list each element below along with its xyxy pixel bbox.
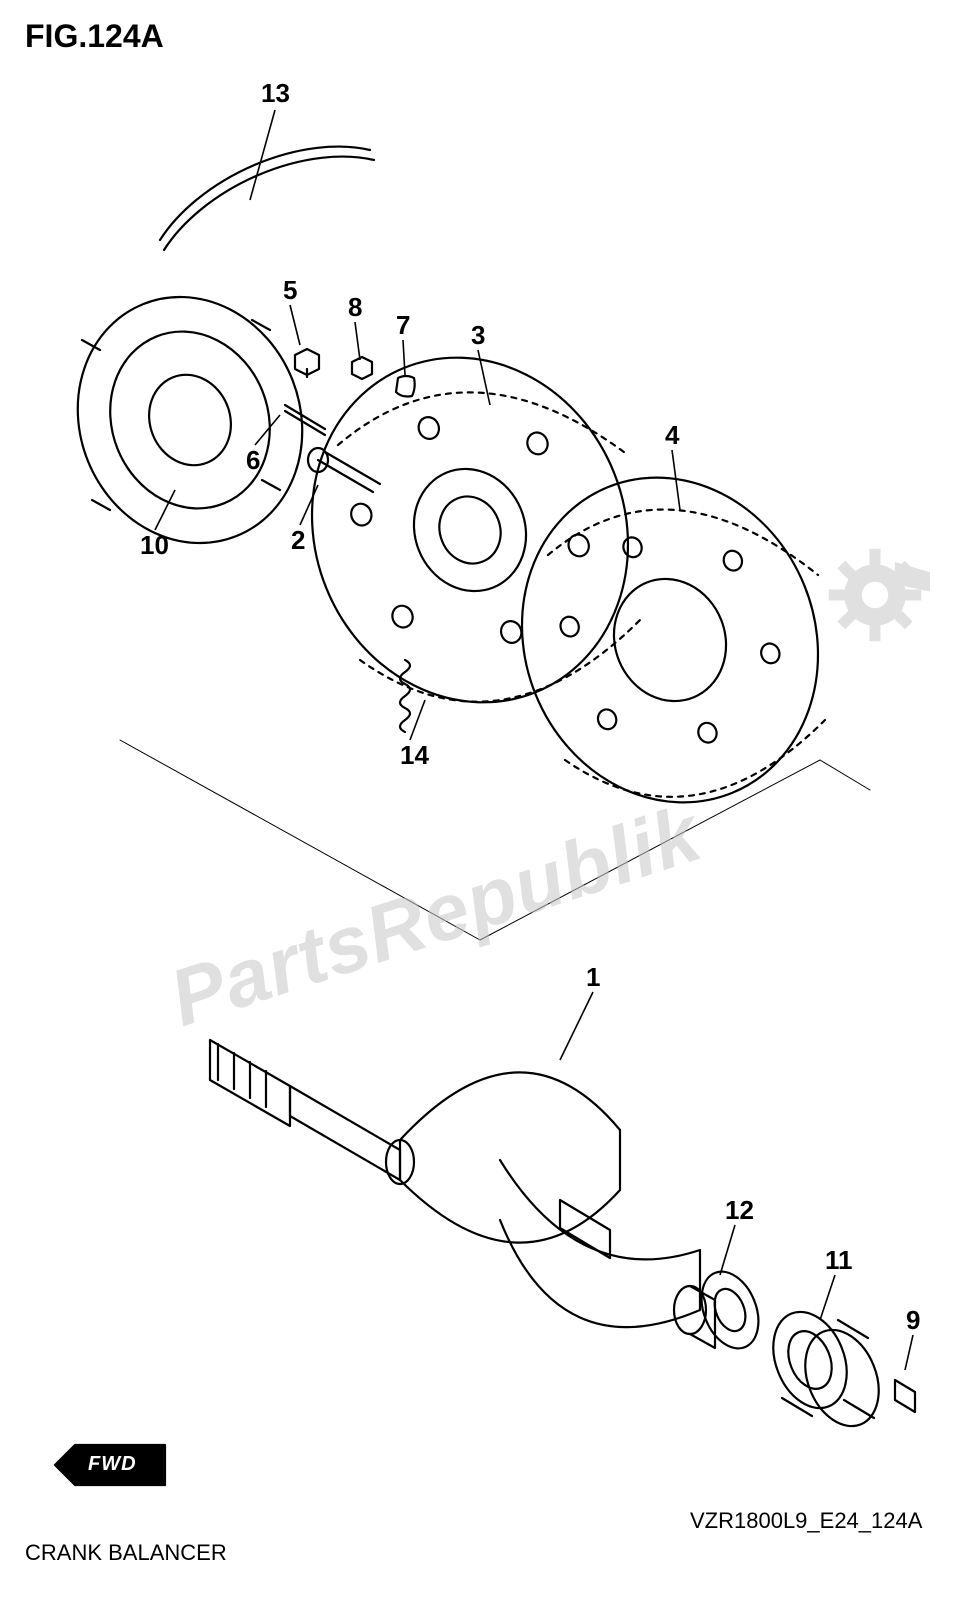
figure-title: FIG.124A — [25, 18, 164, 55]
callout-14: 14 — [400, 740, 429, 771]
callout-7: 7 — [396, 310, 410, 341]
callout-1: 1 — [586, 962, 600, 993]
callout-2: 2 — [291, 525, 305, 556]
callout-3: 3 — [471, 320, 485, 351]
footer-part-name: CRANK BALANCER — [25, 1540, 227, 1566]
callout-11: 11 — [825, 1245, 853, 1276]
callout-12: 12 — [725, 1195, 754, 1226]
footer-model-code: VZR1800L9_E24_124A — [690, 1508, 922, 1534]
callout-5: 5 — [283, 275, 297, 306]
callout-6: 6 — [246, 445, 260, 476]
callout-8: 8 — [348, 292, 362, 323]
callout-9: 9 — [906, 1305, 920, 1336]
fwd-badge-text: FWD — [88, 1453, 137, 1476]
callout-13: 13 — [261, 78, 290, 109]
callout-10: 10 — [140, 530, 169, 561]
callout-4: 4 — [665, 420, 679, 451]
